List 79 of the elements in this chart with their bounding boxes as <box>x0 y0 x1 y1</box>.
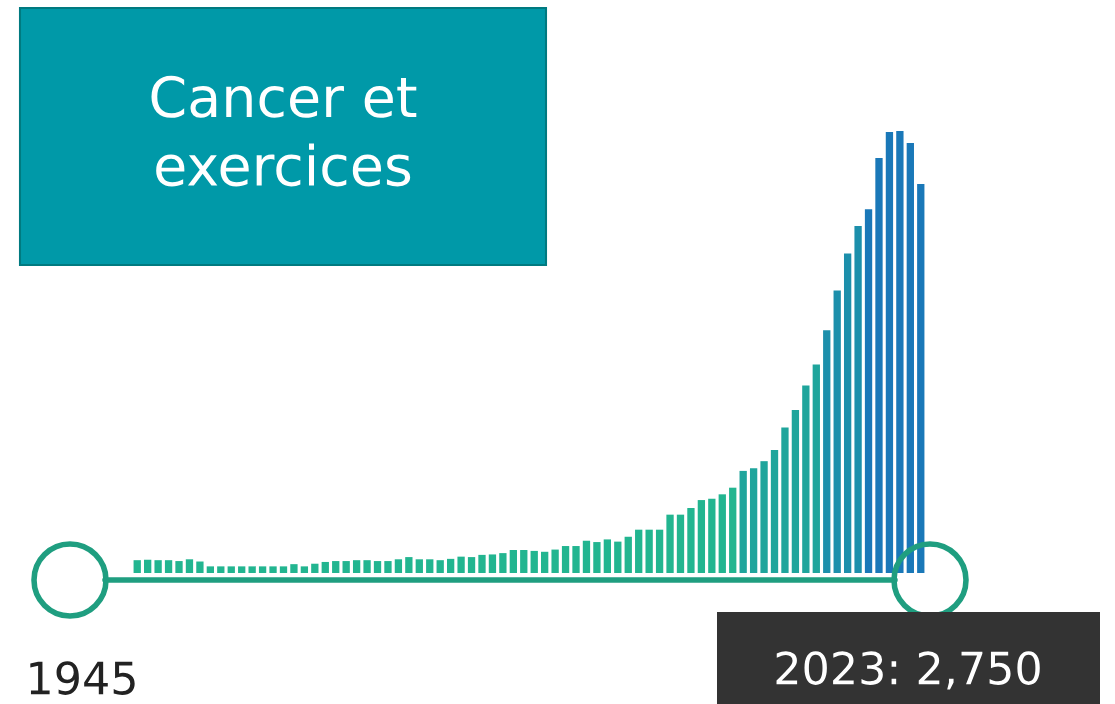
bar <box>185 559 194 573</box>
bar <box>697 500 706 573</box>
bar <box>708 498 716 573</box>
bar <box>718 494 726 573</box>
bar <box>760 461 768 573</box>
bar <box>133 560 141 573</box>
bar <box>802 385 810 573</box>
bar <box>405 557 413 573</box>
bar <box>175 561 183 573</box>
bar <box>791 409 800 573</box>
bar <box>332 561 340 573</box>
text: 2023: 2,750 <box>776 651 1040 690</box>
bar <box>655 529 664 573</box>
bar <box>321 561 329 573</box>
bar <box>196 561 204 573</box>
bar <box>561 546 570 573</box>
bar <box>843 253 852 573</box>
bar <box>206 566 215 573</box>
bar <box>509 550 517 573</box>
bar <box>154 560 162 573</box>
bar <box>864 209 873 573</box>
bar <box>603 539 612 573</box>
bar <box>436 560 444 573</box>
bar <box>530 550 538 573</box>
bar <box>551 549 559 573</box>
bar <box>352 560 361 573</box>
bar <box>499 553 507 573</box>
bar <box>729 487 737 573</box>
bar <box>885 131 894 573</box>
text: 1945 <box>30 661 135 695</box>
bar <box>311 563 319 573</box>
bar <box>488 554 497 573</box>
bar <box>823 330 831 573</box>
bar <box>279 566 288 573</box>
bar <box>854 226 862 573</box>
bar <box>227 566 235 573</box>
bar <box>812 364 820 573</box>
bar <box>394 559 403 573</box>
bar <box>676 514 685 573</box>
bar <box>624 536 632 573</box>
bar <box>666 514 674 573</box>
bar <box>164 560 173 573</box>
bar <box>384 561 392 573</box>
bar <box>300 566 309 573</box>
bar <box>572 546 580 573</box>
bar <box>906 142 914 573</box>
bar <box>144 559 152 573</box>
bar <box>520 550 528 573</box>
bar <box>917 184 925 573</box>
bar <box>238 566 246 573</box>
bar <box>593 542 601 573</box>
bar <box>290 564 298 573</box>
bar <box>373 561 382 573</box>
bar <box>363 560 371 573</box>
bar <box>426 559 434 573</box>
bar <box>614 541 622 573</box>
bar <box>875 157 883 573</box>
bar <box>635 529 643 573</box>
chart-title: Cancer et exercices <box>151 75 417 187</box>
bar <box>415 559 423 573</box>
bar <box>687 508 695 573</box>
bar <box>749 468 758 573</box>
bar <box>248 566 256 573</box>
bar <box>645 529 653 573</box>
bar <box>217 566 225 573</box>
bar <box>446 558 455 573</box>
bar <box>770 450 779 573</box>
bar <box>269 566 277 573</box>
bar <box>457 556 465 573</box>
bar <box>739 470 747 573</box>
bar <box>582 540 591 573</box>
bar <box>781 427 789 573</box>
bar <box>478 554 486 573</box>
bar <box>896 131 904 573</box>
bar <box>833 290 841 573</box>
bar <box>342 561 350 573</box>
bar <box>541 551 549 573</box>
bar <box>258 566 267 573</box>
bar <box>467 557 476 573</box>
